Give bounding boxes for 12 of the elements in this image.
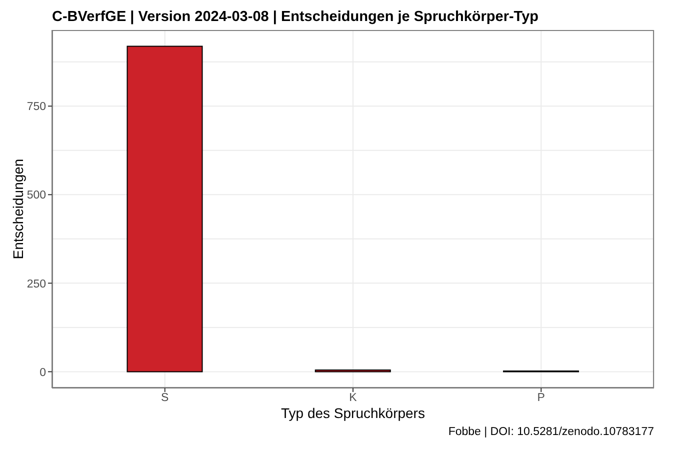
text: Fobbe | DOI: 10.5281/zenodo.10783177 — [448, 425, 654, 439]
x-axis-title: Typ des Spruchkörpers — [281, 405, 425, 421]
y-tick-label: 750 — [26, 101, 46, 114]
bar — [126, 46, 203, 372]
x-tick-label: P — [537, 392, 546, 404]
y-tick-label: 250 — [26, 278, 46, 290]
chart-title: C-BVerfGE | Version 2024-03-08 | Entscheidungen je Spruchkörper-Typ — [52, 8, 538, 26]
y-tick-label: 0 — [40, 366, 46, 379]
x-tick-label: S — [161, 392, 170, 404]
x-tick-label: K — [349, 392, 358, 404]
y-tick-label: 500 — [26, 190, 46, 202]
y-axis-title: Entscheidungen — [10, 158, 26, 260]
